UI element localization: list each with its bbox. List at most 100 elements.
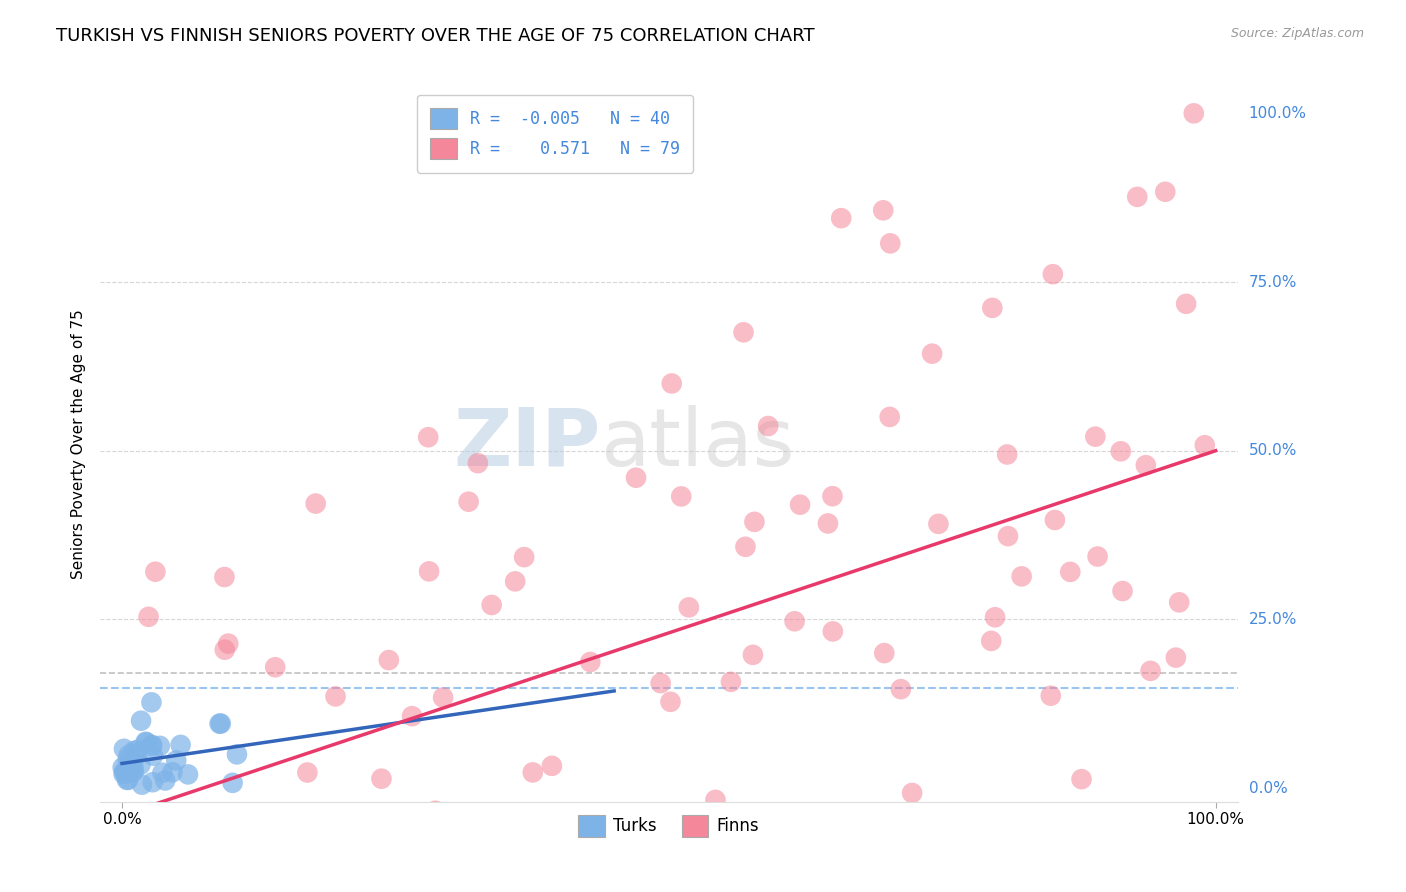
Point <box>744 515 766 529</box>
Point <box>1164 650 1187 665</box>
Point <box>214 570 236 584</box>
Point <box>821 624 844 639</box>
Point <box>984 610 1007 624</box>
Text: 100.0%: 100.0% <box>1249 106 1306 120</box>
Point <box>209 716 232 731</box>
Point <box>432 690 454 705</box>
Point <box>980 634 1002 648</box>
Point <box>1011 569 1033 583</box>
Point <box>1059 565 1081 579</box>
Point <box>1182 106 1205 120</box>
Point <box>208 716 231 731</box>
Point <box>117 748 139 763</box>
Point <box>122 764 145 779</box>
Point <box>1154 185 1177 199</box>
Point <box>457 494 479 508</box>
Point <box>872 203 894 218</box>
Point <box>118 759 141 773</box>
Point <box>981 301 1004 315</box>
Point <box>516 864 538 879</box>
Point <box>1087 549 1109 564</box>
Point <box>720 674 742 689</box>
Point <box>467 456 489 470</box>
Text: 25.0%: 25.0% <box>1249 612 1296 627</box>
Point <box>125 747 148 761</box>
Point <box>221 776 243 790</box>
Point <box>1042 267 1064 281</box>
Point <box>165 754 187 768</box>
Point <box>997 529 1019 543</box>
Point <box>115 772 138 787</box>
Point <box>1175 297 1198 311</box>
Point <box>579 655 602 669</box>
Point <box>927 516 949 531</box>
Point <box>111 760 134 774</box>
Point <box>214 642 236 657</box>
Point <box>141 739 163 753</box>
Point <box>801 828 824 842</box>
Point <box>661 376 683 391</box>
Point <box>879 236 901 251</box>
Point <box>177 767 200 781</box>
Point <box>135 735 157 749</box>
Text: Source: ZipAtlas.com: Source: ZipAtlas.com <box>1230 27 1364 40</box>
Point <box>117 772 139 787</box>
Point <box>901 786 924 800</box>
Point <box>112 741 135 756</box>
Point <box>1139 664 1161 678</box>
Point <box>153 773 176 788</box>
Point <box>1084 430 1107 444</box>
Point <box>217 637 239 651</box>
Point <box>624 471 647 485</box>
Point <box>118 763 141 777</box>
Point <box>678 600 700 615</box>
Point <box>149 739 172 753</box>
Point <box>821 489 844 503</box>
Point <box>733 326 755 340</box>
Point <box>118 758 141 772</box>
Point <box>1111 584 1133 599</box>
Point <box>127 743 149 757</box>
Point <box>789 498 811 512</box>
Point <box>425 804 447 818</box>
Point <box>131 778 153 792</box>
Point <box>129 714 152 728</box>
Text: 0.0%: 0.0% <box>1249 780 1288 796</box>
Point <box>114 765 136 780</box>
Point <box>659 695 682 709</box>
Point <box>995 447 1018 461</box>
Point <box>112 767 135 781</box>
Point <box>138 609 160 624</box>
Point <box>830 211 852 226</box>
Text: atlas: atlas <box>600 405 794 483</box>
Point <box>1168 595 1191 609</box>
Point <box>879 409 901 424</box>
Point <box>671 490 693 504</box>
Point <box>152 765 174 780</box>
Point <box>513 550 536 565</box>
Point <box>481 598 503 612</box>
Point <box>117 753 139 767</box>
Point <box>378 653 401 667</box>
Point <box>1135 458 1157 473</box>
Point <box>522 765 544 780</box>
Point <box>734 540 756 554</box>
Point <box>704 793 727 807</box>
Point <box>817 516 839 531</box>
Text: 50.0%: 50.0% <box>1249 443 1296 458</box>
Point <box>418 565 440 579</box>
Point <box>143 565 166 579</box>
Point <box>305 497 328 511</box>
Point <box>531 862 554 876</box>
Point <box>264 660 287 674</box>
Point <box>1070 772 1092 786</box>
Point <box>1126 190 1149 204</box>
Point <box>122 758 145 772</box>
Point <box>783 614 806 628</box>
Point <box>650 676 672 690</box>
Text: TURKISH VS FINNISH SENIORS POVERTY OVER THE AGE OF 75 CORRELATION CHART: TURKISH VS FINNISH SENIORS POVERTY OVER … <box>56 27 815 45</box>
Text: ZIP: ZIP <box>453 405 600 483</box>
Legend: Turks, Finns: Turks, Finns <box>571 808 766 843</box>
Point <box>162 765 184 780</box>
Point <box>135 735 157 749</box>
